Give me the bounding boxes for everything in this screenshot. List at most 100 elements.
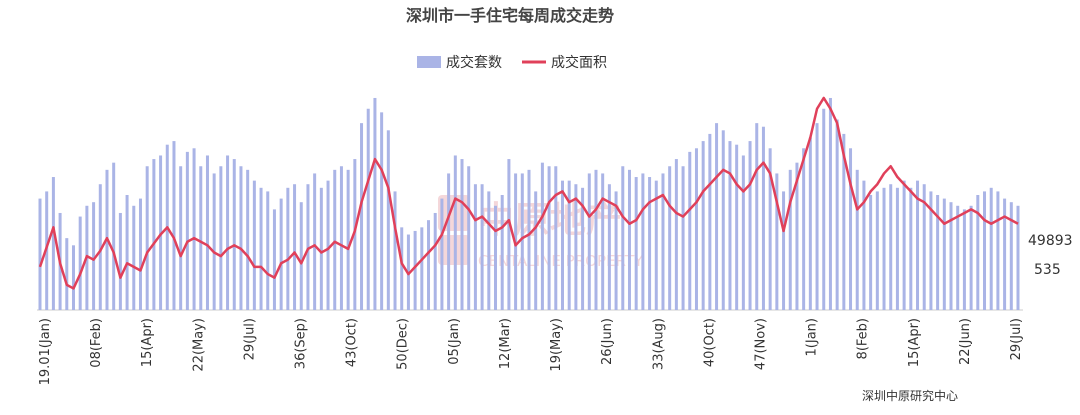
bar: [360, 123, 364, 311]
bar: [152, 159, 156, 310]
bar: [299, 202, 303, 310]
bar: [393, 191, 397, 310]
x-tick-label: 15(Apr): [140, 318, 155, 367]
bar: [969, 205, 973, 310]
x-tick-label: 08(Feb): [89, 318, 104, 368]
bar: [748, 141, 752, 310]
bar: [427, 220, 431, 310]
bar: [721, 130, 725, 310]
bar: [855, 169, 859, 310]
bar: [51, 177, 55, 310]
bar: [65, 238, 69, 311]
bar: [266, 191, 270, 310]
bar: [534, 191, 538, 310]
bar: [520, 173, 524, 310]
bar: [400, 227, 404, 310]
series-line: [38, 96, 1019, 290]
bar: [574, 184, 578, 310]
bar: [386, 130, 390, 310]
bar: [313, 173, 317, 310]
bar: [862, 180, 866, 311]
legend-label-line: 成交面积: [551, 54, 607, 71]
x-tick-label: 19(May): [549, 318, 564, 372]
bar: [460, 159, 464, 310]
bar: [808, 137, 812, 310]
bar: [185, 151, 189, 311]
bar: [487, 191, 491, 310]
bar: [942, 198, 946, 310]
bar: [98, 184, 102, 310]
bar: [849, 148, 853, 310]
bar: [1016, 205, 1020, 310]
x-tick-label: 26(Jun): [600, 318, 615, 365]
bar: [681, 166, 685, 310]
bar: [413, 230, 417, 310]
legend-bar-swatch: [417, 56, 441, 68]
x-tick-label: 22(Jun): [958, 318, 973, 365]
bar: [828, 97, 832, 310]
bar: [976, 195, 980, 310]
bar: [594, 169, 598, 310]
x-tick-label: 50(Dec): [396, 318, 411, 370]
bar: [192, 148, 196, 310]
bar: [775, 173, 779, 310]
bar: [527, 169, 531, 310]
bar: [560, 180, 564, 311]
bar: [339, 166, 343, 310]
bar: [581, 187, 585, 310]
bar: [627, 169, 631, 310]
bar: [420, 227, 424, 310]
bar: [145, 166, 149, 310]
bar: [500, 195, 504, 310]
bar: [741, 155, 745, 310]
bar: [983, 191, 987, 310]
x-tick-label: 1(Jan): [805, 318, 820, 356]
bar: [507, 159, 511, 310]
x-tick-label: 29(Jul): [242, 318, 257, 360]
bar: [782, 191, 786, 310]
bar: [654, 180, 658, 311]
bar: [567, 180, 571, 311]
bar: [815, 123, 819, 311]
line-layer: [38, 96, 1019, 290]
bar: [239, 166, 243, 310]
bar: [199, 166, 203, 310]
bar: [78, 216, 82, 310]
bar: [346, 169, 350, 310]
bar: [219, 166, 223, 310]
bar: [802, 148, 806, 310]
bar: [112, 162, 116, 310]
bar: [614, 191, 618, 310]
bar: [172, 141, 176, 310]
bar: [440, 198, 444, 310]
bar: [875, 191, 879, 310]
bar: [118, 212, 122, 310]
x-tick-label: 15(Apr): [907, 318, 922, 367]
bar: [694, 148, 698, 310]
bar: [768, 148, 772, 310]
bar: [433, 212, 437, 310]
bar: [956, 205, 960, 310]
bar: [835, 119, 839, 310]
bar: [333, 169, 337, 310]
bar: [895, 187, 899, 310]
x-ticks-layer: 19.01(Jan) 08(Feb) 15(Apr) 22(May) 29(Jul) 36…: [38, 318, 1024, 385]
x-tick-label: 33(Aug): [651, 318, 666, 370]
x-tick-label: 22(May): [191, 318, 206, 372]
bar: [668, 166, 672, 310]
bar: [306, 184, 310, 310]
bar: [708, 133, 712, 310]
bar: [788, 169, 792, 310]
bar: [366, 108, 370, 310]
bar: [715, 123, 719, 311]
bar: [326, 180, 330, 311]
x-tick-label: 12(Mar): [498, 318, 513, 369]
bar: [902, 180, 906, 311]
bar: [761, 126, 765, 310]
bar: [179, 166, 183, 310]
bar: [494, 205, 498, 310]
bar: [259, 187, 263, 310]
bar: [467, 166, 471, 310]
x-tick-label: 29(Jul): [1009, 318, 1024, 360]
